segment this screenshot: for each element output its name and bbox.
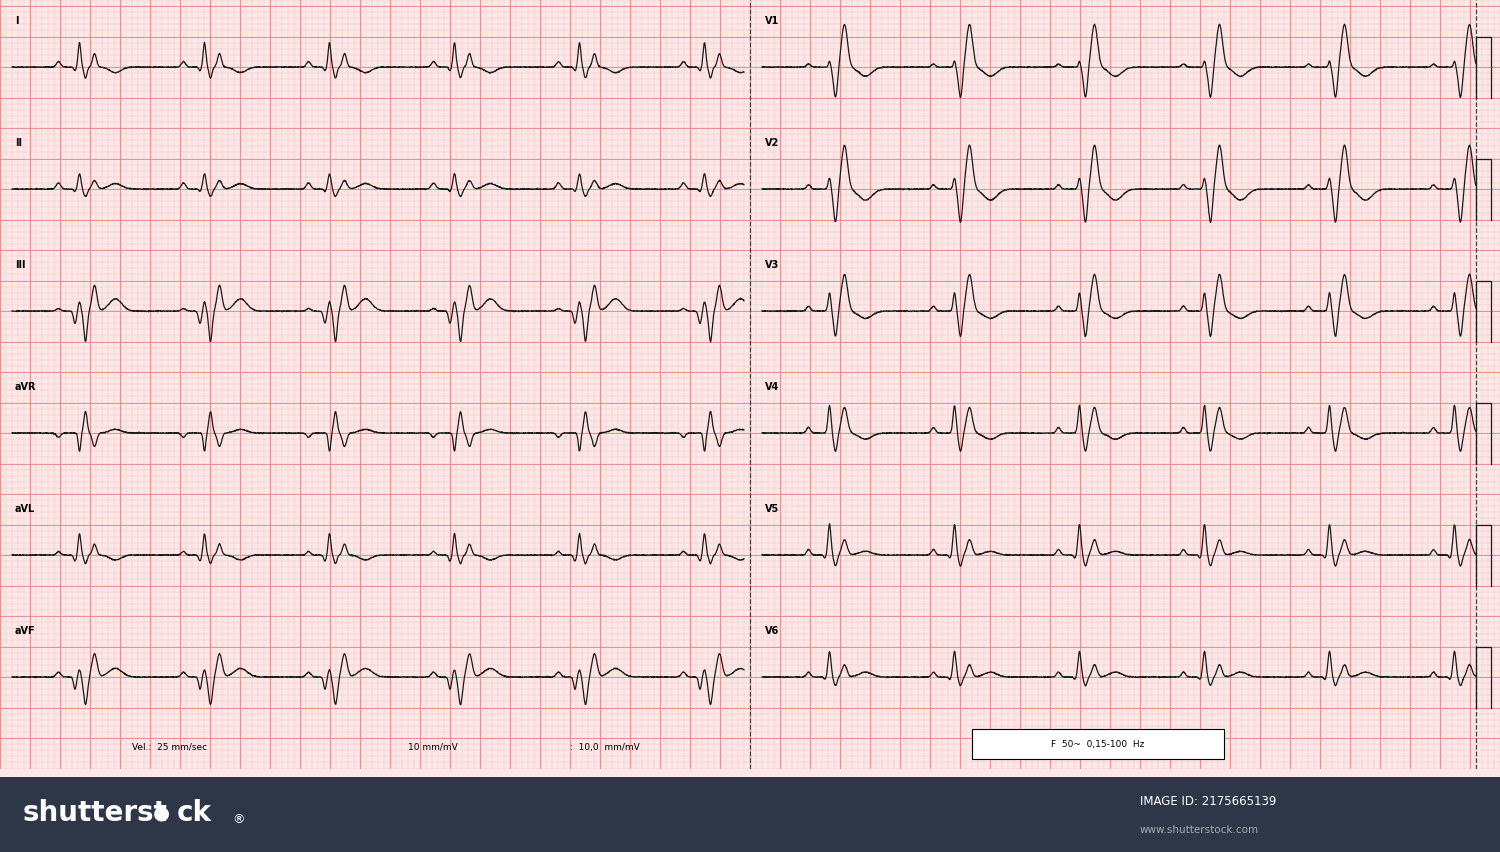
Text: III: III: [15, 261, 26, 270]
Text: shutterst: shutterst: [22, 799, 168, 827]
Text: V6: V6: [765, 626, 780, 636]
Text: II: II: [15, 138, 22, 148]
Text: ck: ck: [177, 799, 212, 827]
Text: ●: ●: [153, 803, 170, 822]
Text: V5: V5: [765, 504, 780, 515]
Text: Vel.:  25 mm/sec: Vel.: 25 mm/sec: [132, 743, 207, 751]
Text: aVR: aVR: [15, 383, 36, 393]
Text: 10 mm/mV: 10 mm/mV: [408, 743, 458, 751]
Text: :  10,0  mm/mV: : 10,0 mm/mV: [570, 743, 639, 751]
Text: www.shutterstock.com: www.shutterstock.com: [1140, 825, 1258, 834]
Text: V4: V4: [765, 383, 780, 393]
Text: I: I: [15, 16, 18, 26]
Text: V2: V2: [765, 138, 780, 148]
Text: V3: V3: [765, 261, 780, 270]
Text: IMAGE ID: 2175665139: IMAGE ID: 2175665139: [1140, 795, 1276, 808]
Bar: [972, 728, 1224, 759]
Text: V1: V1: [765, 16, 780, 26]
Text: ®: ®: [232, 813, 244, 826]
Text: F  50~  0,15-100  Hz: F 50~ 0,15-100 Hz: [1052, 740, 1144, 749]
Text: aVL: aVL: [15, 504, 36, 515]
Text: aVF: aVF: [15, 626, 36, 636]
